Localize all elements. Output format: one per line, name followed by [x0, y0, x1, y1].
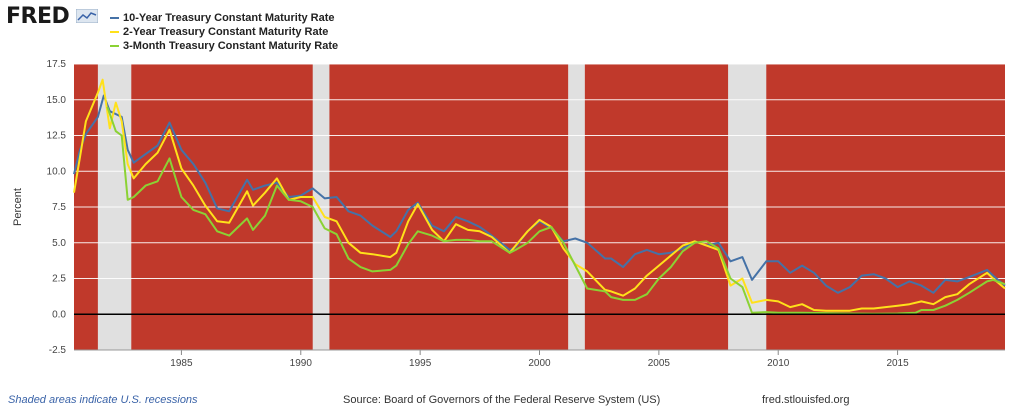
y-tick-label: 15.0	[47, 95, 67, 106]
y-axis-label: Percent	[12, 188, 24, 226]
legend-label-3-month: 3-Month Treasury Constant Maturity Rate	[123, 40, 339, 52]
series-line	[73, 78, 1006, 312]
legend-swatch-2-year	[110, 31, 119, 33]
legend-swatch-3-month	[110, 45, 119, 47]
legend-label-2-year: 2-Year Treasury Constant Maturity Rate	[123, 26, 329, 38]
x-tick-label: 1990	[290, 358, 313, 369]
x-tick-label: 2000	[528, 358, 551, 369]
legend-label-10-year: 10-Year Treasury Constant Maturity Rate	[123, 12, 335, 24]
series-line	[106, 106, 1006, 315]
y-tick-label: 5.0	[52, 238, 66, 249]
y-tick-label: 17.5	[47, 59, 67, 70]
x-tick-label: 2005	[648, 358, 671, 369]
x-tick-label: 2010	[767, 358, 790, 369]
chart-legend: 10-Year Treasury Constant Maturity Rate …	[110, 11, 338, 53]
legend-swatch-10-year	[110, 17, 119, 19]
x-tick-label: 1985	[170, 358, 193, 369]
x-tick-label: 2015	[886, 358, 909, 369]
x-tick-label: 1995	[409, 358, 432, 369]
y-tick-label: 0.0	[52, 309, 66, 320]
line-chart-icon	[76, 9, 98, 23]
recession-note: Shaded areas indicate U.S. recessions	[8, 394, 198, 406]
site-link[interactable]: fred.stlouisfed.org	[762, 394, 850, 406]
y-tick-label: 7.5	[52, 202, 66, 213]
legend-item-10-year: 10-Year Treasury Constant Maturity Rate	[110, 11, 338, 25]
y-tick-label: -2.5	[49, 345, 67, 356]
fred-logo[interactable]: FRED	[6, 4, 70, 29]
source-note: Source: Board of Governors of the Federa…	[343, 394, 661, 406]
y-tick-label: 2.5	[52, 274, 66, 285]
legend-item-2-year: 2-Year Treasury Constant Maturity Rate	[110, 25, 338, 39]
y-tick-label: 10.0	[47, 166, 67, 177]
legend-item-3-month: 3-Month Treasury Constant Maturity Rate	[110, 39, 338, 53]
y-tick-label: 12.5	[47, 131, 67, 142]
